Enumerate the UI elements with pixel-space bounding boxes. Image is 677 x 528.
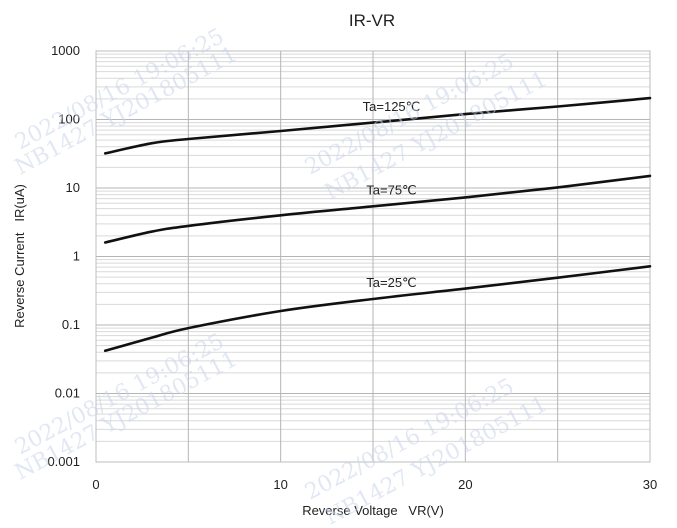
- chart-title: IR-VR: [349, 11, 395, 30]
- plot-frame: [95, 50, 651, 463]
- series-line-1: [103, 96, 652, 155]
- series-line-3: [103, 265, 652, 353]
- watermark-text: NB1427 YJ201805111: [11, 42, 241, 180]
- series-labels: Ta=125℃ Ta=75℃ Ta=25℃: [363, 99, 421, 290]
- series-label-3: Ta=25℃: [366, 275, 416, 290]
- x-axis-ticks: 0 10 20 30: [92, 477, 657, 492]
- watermark-text: 2022/08/16 19:06:25: [11, 24, 228, 155]
- x-tick-label: 20: [458, 477, 472, 492]
- data-series: [103, 96, 652, 353]
- watermark-text: NB1427 YJ201805111: [11, 347, 241, 485]
- y-tick-label: 100: [58, 112, 80, 127]
- y-axis-label: Reverse Current IR(uA): [12, 184, 27, 328]
- series-label-1: Ta=125℃: [363, 99, 421, 114]
- major-gridlines: [96, 50, 650, 463]
- y-tick-label: 1000: [51, 43, 80, 58]
- series-label-2: Ta=75℃: [366, 183, 416, 198]
- y-tick-label: 0.01: [55, 386, 80, 401]
- y-tick-label: 0.1: [62, 317, 80, 332]
- x-tick-label: 10: [273, 477, 287, 492]
- x-tick-label: 30: [643, 477, 657, 492]
- y-tick-label: 1: [73, 249, 80, 264]
- series-line-2: [103, 174, 652, 244]
- watermark-text: 2022/08/16 19:06:25: [11, 329, 228, 460]
- x-tick-label: 0: [92, 477, 99, 492]
- x-axis-label: Reverse Voltage VR(V): [302, 503, 444, 518]
- y-tick-label: 10: [66, 180, 80, 195]
- y-axis-ticks: 0.001 0.01 0.1 1 10 100 1000: [47, 43, 80, 469]
- y-tick-label: 0.001: [47, 454, 80, 469]
